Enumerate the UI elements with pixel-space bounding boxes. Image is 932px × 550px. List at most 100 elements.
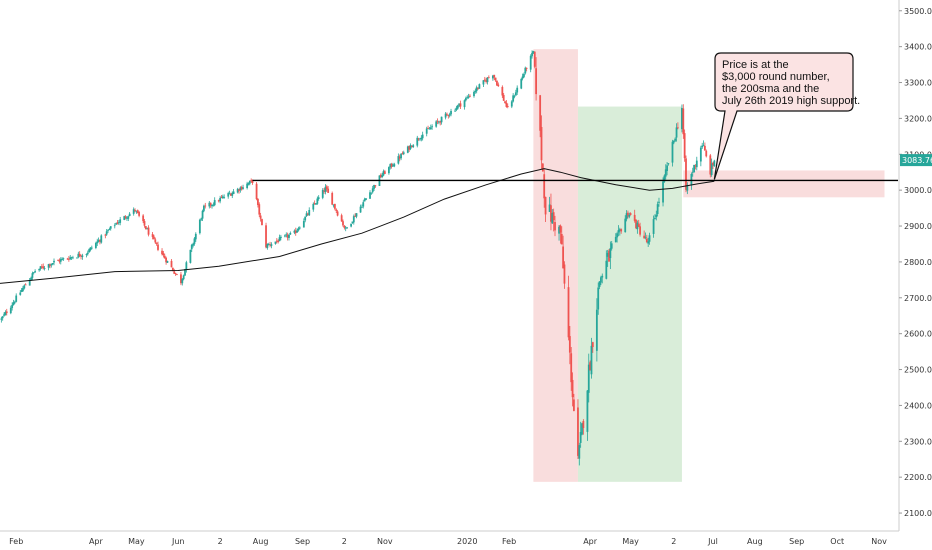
candle-body	[257, 198, 259, 206]
candle-body	[409, 145, 412, 149]
candle-body	[258, 204, 261, 215]
candle-body	[486, 77, 489, 83]
candle-body	[316, 198, 319, 204]
candle-body	[369, 192, 371, 199]
candle-body	[450, 110, 452, 115]
candle-body	[521, 76, 524, 79]
candle-body	[571, 379, 574, 398]
candle-body	[381, 175, 384, 178]
candle-body	[115, 223, 118, 225]
candle-body	[261, 219, 263, 226]
candle-body	[76, 257, 78, 259]
candle-body	[128, 213, 131, 217]
candle-body	[551, 213, 554, 224]
candle-body	[144, 226, 147, 230]
candle-body	[523, 73, 525, 77]
x-tick-label: Sep	[789, 537, 804, 546]
candle-body	[494, 77, 497, 81]
candle-body	[437, 121, 440, 123]
candle-body	[398, 156, 401, 159]
x-tick-label: Sep	[295, 537, 310, 546]
candle-body	[70, 257, 73, 258]
candle-body	[483, 79, 486, 81]
callout-line-3: July 26th 2019 high support.	[722, 95, 860, 107]
candle-body	[581, 423, 583, 435]
candle-body	[467, 96, 470, 98]
y-tick-label: 2800.00	[904, 258, 932, 267]
candle-body	[577, 407, 579, 456]
last-price-label: 3083.76	[902, 156, 932, 165]
candle-body	[201, 210, 204, 219]
candle-body	[236, 188, 239, 193]
candle-body	[389, 164, 392, 168]
candle-body	[333, 203, 336, 209]
candle-body	[289, 232, 292, 235]
x-tick-label: 2020	[457, 537, 477, 546]
candle-body	[117, 222, 120, 224]
candle-body	[705, 150, 708, 157]
candle-body	[138, 212, 140, 216]
candle-body	[475, 87, 478, 92]
candle-body	[548, 204, 551, 212]
candle-body	[209, 202, 212, 206]
candle-body	[554, 222, 556, 231]
candle-body	[410, 145, 413, 148]
candle-body	[681, 108, 683, 130]
x-tick-label: Jun	[171, 537, 185, 546]
candle-body	[608, 250, 610, 262]
candle-body	[315, 203, 317, 205]
annotation-callout[interactable]: Price is at the$3,000 round number,the 2…	[713, 52, 860, 180]
candle-body	[609, 248, 612, 259]
candle-body	[270, 244, 273, 246]
y-tick-label: 3400.00	[904, 43, 932, 52]
candle-body	[9, 307, 12, 314]
x-tick-label: Jul	[707, 537, 718, 546]
y-tick-label: 2400.00	[904, 401, 932, 410]
candle-body	[383, 171, 386, 174]
x-tick-label: Feb	[502, 537, 516, 546]
candle-body	[269, 244, 271, 246]
candle-body	[562, 246, 565, 269]
x-tick-label: Feb	[9, 537, 23, 546]
candle-body	[400, 153, 402, 159]
candle-body	[342, 221, 344, 226]
candle-body	[627, 212, 629, 216]
candle-body	[674, 138, 677, 141]
candle-body	[675, 127, 678, 138]
candle-body	[408, 145, 411, 150]
candle-body	[5, 311, 8, 314]
candle-body	[654, 217, 656, 220]
candle-body	[53, 260, 55, 263]
candle-body	[228, 193, 231, 195]
candle-body	[344, 227, 347, 229]
candle-body	[324, 186, 327, 192]
candle-body	[598, 281, 601, 287]
candle-body	[435, 121, 438, 127]
candle-body	[666, 165, 668, 172]
candle-body	[421, 134, 424, 139]
candle-body	[388, 167, 390, 174]
candle-body	[157, 244, 159, 250]
candle-body	[363, 199, 366, 202]
candle-body	[308, 210, 311, 216]
candle-body	[248, 180, 251, 184]
candle-body	[582, 421, 585, 429]
candle-body	[317, 197, 320, 199]
candle-body	[284, 235, 286, 237]
candle-body	[146, 228, 149, 230]
candle-body	[703, 145, 706, 151]
candle-body	[81, 255, 84, 258]
candle-body	[699, 147, 702, 162]
candle-body	[285, 234, 288, 236]
candle-body	[417, 138, 420, 140]
candle-body	[505, 102, 508, 107]
candle-body	[702, 145, 705, 147]
candle-body	[543, 174, 546, 199]
candle-body	[274, 241, 277, 244]
candle-body	[239, 187, 242, 191]
candle-body	[570, 353, 573, 383]
candle-body	[446, 113, 448, 115]
candle-body	[94, 242, 97, 248]
